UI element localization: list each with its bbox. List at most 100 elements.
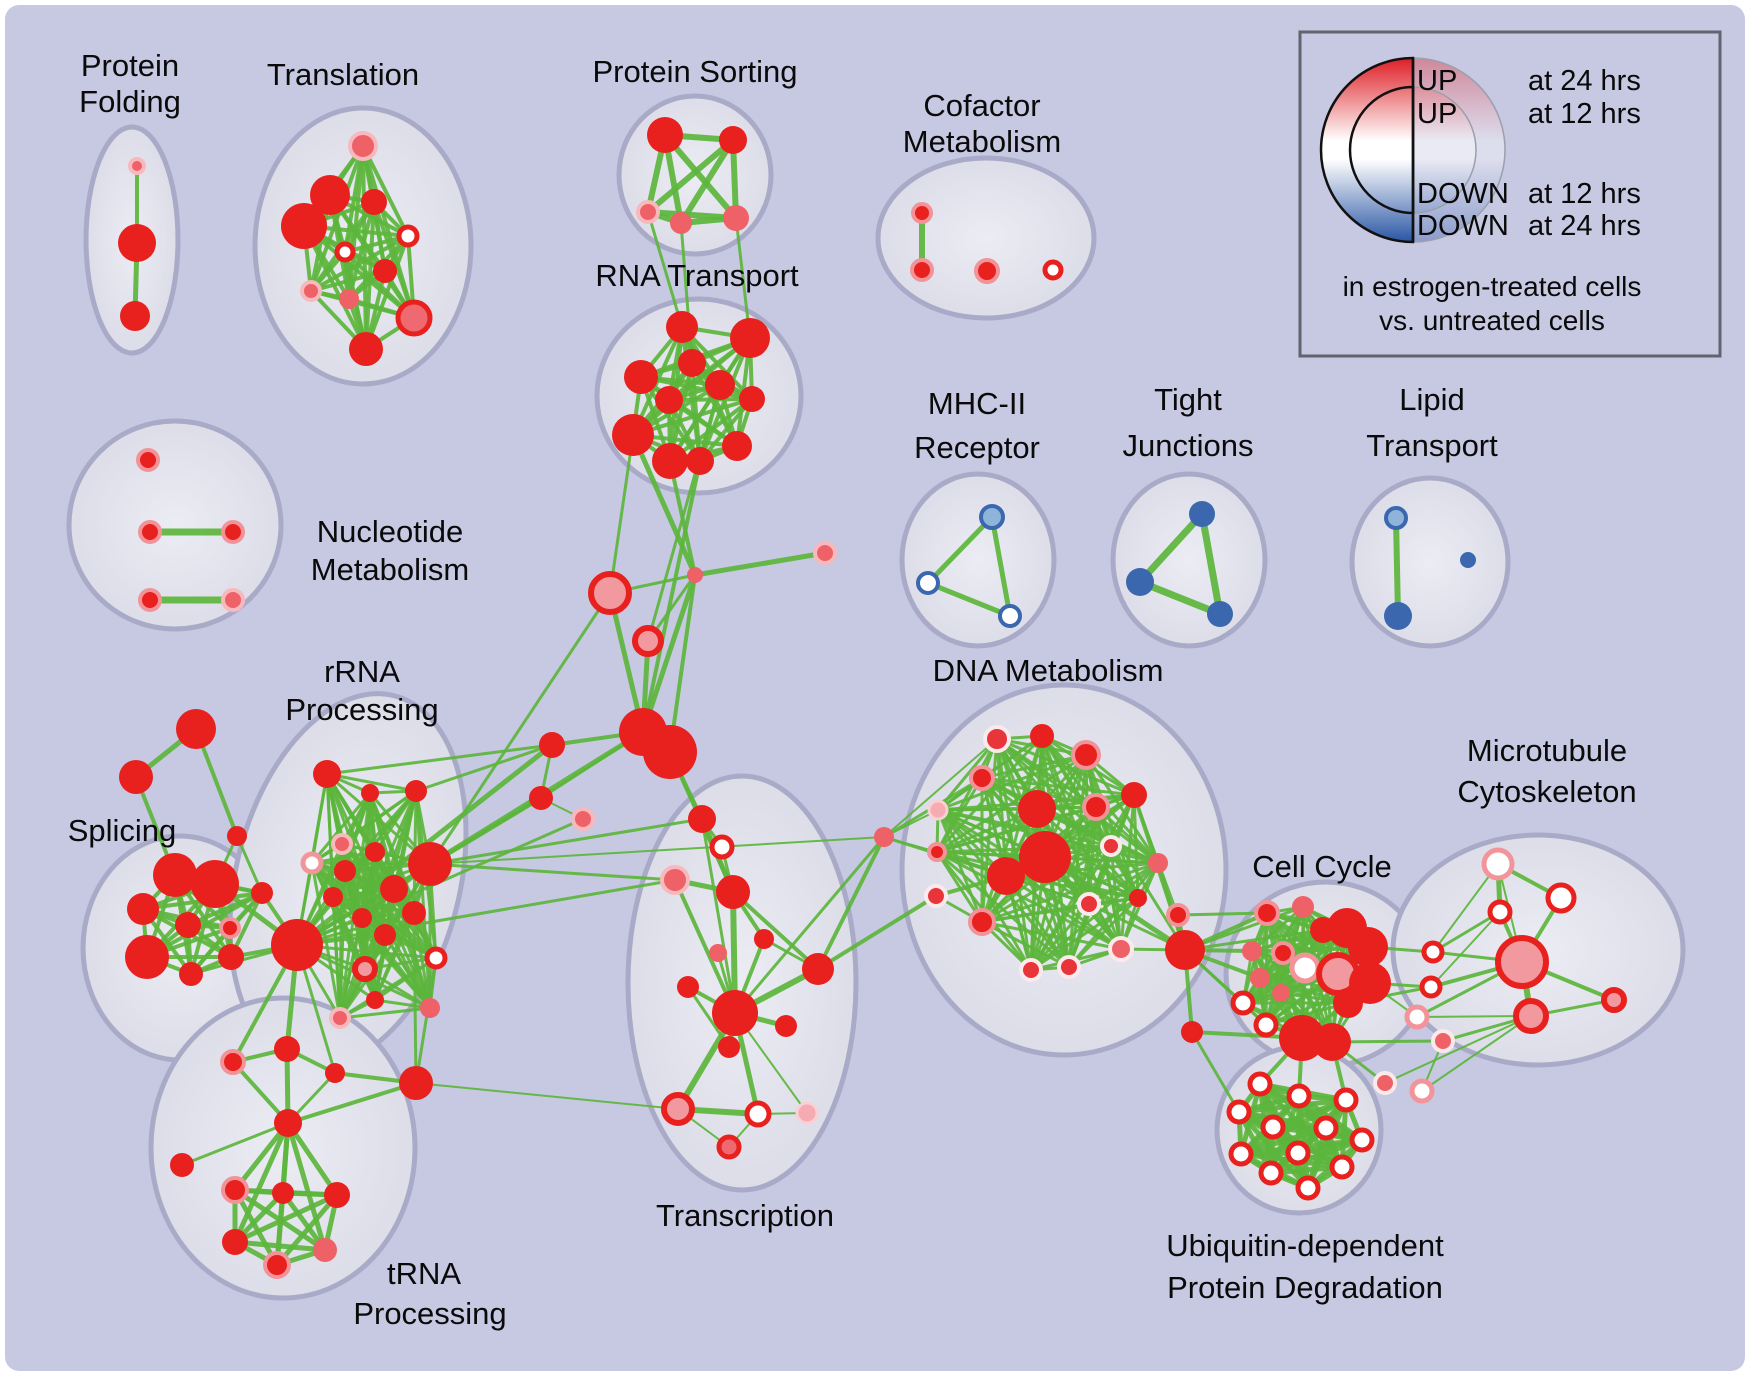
node-cn1 [813,541,837,565]
edge-dmr-dmb2 [1042,854,1188,953]
node-rr8 [380,875,408,903]
node-tr14 [716,1134,742,1160]
node-rt3 [624,360,658,394]
node-tn10 [263,1251,291,1279]
node-tr3 [660,865,690,895]
edge-cc17-mt3 [1430,911,1501,988]
node-tn9 [222,1229,248,1255]
node-trhub [712,990,758,1036]
edge-rr1-rr3 [325,772,418,793]
edge-tj1-tj3 [1198,510,1224,618]
cluster-label-transcription-0: Transcription [656,1198,834,1233]
node-lp2 [1384,602,1412,630]
node-rt10 [686,447,714,475]
node-rr7 [365,842,385,862]
node-ub7 [1349,1127,1375,1153]
node-rt2 [730,318,770,358]
cluster-label-cofactor-metabolism-0: Cofactor [923,88,1040,123]
node-dm7 [1082,793,1110,821]
node-tr7 [677,976,699,998]
node-cn4 [632,625,664,657]
edge-rrG-tr3 [295,878,677,947]
cluster-nucleotide-metabolism [66,418,284,632]
node-mt1 [1481,847,1515,881]
node-mh2 [916,571,940,595]
node-dm16 [1019,958,1043,982]
nodes-layer [118,117,1627,1279]
legend-footnote-0: in estrogen-treated cells [1343,271,1642,302]
edge-dm5-dm12 [936,808,984,924]
node-cc1 [1254,900,1280,926]
edge-rt4-rt10 [690,361,702,463]
node-rr6 [334,860,356,882]
edge-dm11-dmb1 [1035,807,1140,900]
cluster-label-mhc-ii-receptor-1: Receptor [914,430,1040,465]
edge-dmr-cc3 [1183,928,1325,952]
node-dmc [874,827,894,847]
node-tr10 [718,1036,740,1058]
node-cc16 [1421,940,1445,964]
node-tn2 [274,1036,300,1062]
node-tn4 [274,1109,302,1137]
edge-tn4-tn6 [232,1120,291,1193]
cluster-label-lipid-transport-0: Lipid [1399,382,1465,417]
edge-dm18-ub4 [1190,1030,1241,1114]
cluster-mhc-ii-receptor [899,471,1057,649]
node-sp9 [251,882,273,904]
node-ub4 [1226,1099,1252,1125]
node-sp1 [153,853,197,897]
cluster-label-trna-processing-0: tRNA [387,1256,461,1291]
node-rr5 [300,851,324,875]
node-rt6 [655,386,683,414]
edge-dm15-dmb3 [1004,874,1123,951]
node-rr15 [329,1007,351,1029]
node-nm2 [138,520,162,544]
node-cc11 [1250,968,1270,988]
node-tn5 [170,1153,194,1177]
node-mt3 [1487,899,1513,925]
node-ps5 [723,205,749,231]
cluster-label-ubiquitin-degradation-0: Ubiquitin-dependent [1166,1228,1444,1263]
cluster-label-protein-folding-0: Protein [81,48,179,83]
edge-tj1-tj2 [1136,510,1206,586]
node-cc6 [1242,941,1262,961]
edge-cc16-mt1 [1432,863,1499,953]
node-dm15 [1108,936,1134,962]
edge-rr3-rr17 [414,789,432,1010]
node-pf3 [120,301,150,331]
node-rrhub [408,842,452,886]
cluster-label-protein-folding-1: Folding [79,84,181,119]
node-ub6 [1313,1115,1339,1141]
node-dm4 [969,765,995,791]
cluster-label-tight-junctions-1: Junctions [1123,428,1254,463]
edge-cn2-hub1 [640,572,698,735]
node-tr4 [716,875,750,909]
edge-cn2-hub2 [668,573,697,754]
edge-tn9-tn11 [232,1239,328,1253]
edge-trhub-dmc [733,835,886,1015]
legend-row-label-2: DOWN [1417,178,1509,210]
node-sp7 [179,962,203,986]
edge-tn8-tn9 [232,1192,340,1245]
node-tr2 [709,834,735,860]
node-ub3 [1333,1087,1359,1113]
node-mh1 [979,504,1005,530]
node-cc8 [1289,952,1321,984]
edge-mh2-mh3 [925,580,1013,619]
node-tj2 [1126,568,1154,596]
cluster-label-tight-junctions-0: Tight [1154,382,1222,417]
node-dm8 [1121,782,1147,808]
node-rt4 [678,349,706,377]
edge-cn3-rt8 [608,433,635,595]
node-lp1 [1384,506,1408,530]
node-spt1 [176,709,216,749]
edge-cc2-cc6 [1250,905,1305,953]
edge-ps2-ps4 [678,137,736,226]
node-dmr [1165,930,1205,970]
node-dm9 [1100,835,1122,857]
legend-footnote-1: vs. untreated cells [1379,305,1605,336]
node-dm13 [1077,892,1101,916]
edge-tnh-rr9 [412,911,418,1085]
edge-cc18-mt8 [1416,1015,1532,1018]
